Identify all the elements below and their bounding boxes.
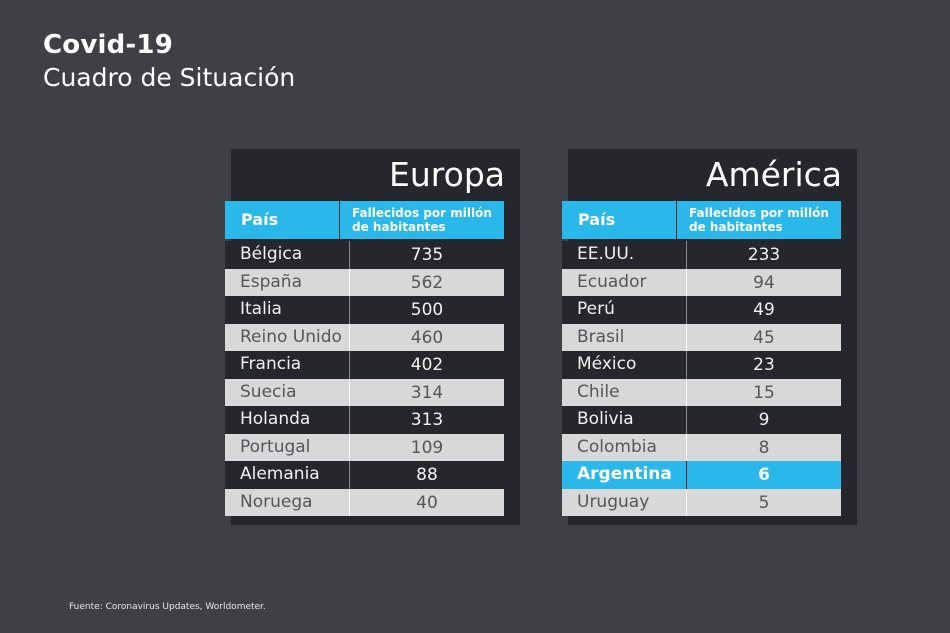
country-cell: Bolivia <box>562 406 687 434</box>
country-cell: Bélgica <box>225 241 350 269</box>
value-cell: 314 <box>410 382 444 403</box>
country-cell: Reino Unido <box>225 323 350 351</box>
europa-table: Europa País Fallecidos por millón de hab… <box>225 149 520 525</box>
value-cell: 45 <box>753 327 775 348</box>
table-row: Chile 15 <box>562 378 841 406</box>
value-cell: 402 <box>410 355 444 375</box>
table-row: Brasil 45 <box>562 323 841 351</box>
america-table: América País Fallecidos por millón de ha… <box>562 149 857 525</box>
country-cell: Noruega <box>225 488 350 516</box>
value-cell: 40 <box>416 492 438 513</box>
europa-rows: Bélgica 735 España 562 Italia 500 Reino Unido 4… <box>225 241 504 516</box>
table-row: Francia 402 <box>225 351 504 379</box>
country-cell: Portugal <box>225 433 350 461</box>
country-cell: Ecuador <box>562 268 687 296</box>
value-cell: 109 <box>410 437 444 458</box>
value-cell: 5 <box>758 492 770 513</box>
value-cell: 735 <box>410 245 444 265</box>
page-title: Covid-19 <box>43 30 173 60</box>
country-cell: Francia <box>225 351 350 379</box>
value-cell: 460 <box>410 327 444 348</box>
table-row: Perú 49 <box>562 296 841 324</box>
value-cell: 94 <box>753 272 775 293</box>
table-row: Argentina 6 <box>562 461 841 489</box>
country-cell: Chile <box>562 378 687 406</box>
country-cell: Colombia <box>562 433 687 461</box>
value-cell: 88 <box>416 465 438 485</box>
value-cell: 9 <box>758 410 770 430</box>
value-cell: 233 <box>747 245 781 265</box>
country-cell: Brasil <box>562 323 687 351</box>
value-cell: 49 <box>753 300 775 320</box>
source-note: Fuente: Coronavirus Updates, Worldometer… <box>69 602 266 612</box>
country-cell: Alemania <box>225 461 350 489</box>
table-row: México 23 <box>562 351 841 379</box>
table-row: Suecia 314 <box>225 378 504 406</box>
value-cell: 313 <box>410 410 444 430</box>
value-cell: 6 <box>758 465 770 485</box>
table-row: Portugal 109 <box>225 433 504 461</box>
table-row: Ecuador 94 <box>562 268 841 296</box>
table-row: Italia 500 <box>225 296 504 324</box>
country-cell: Uruguay <box>562 488 687 516</box>
country-cell: Argentina <box>562 461 687 489</box>
country-cell: España <box>225 268 350 296</box>
table-row: Bolivia 9 <box>562 406 841 434</box>
table-row: Uruguay 5 <box>562 488 841 516</box>
table-row: Holanda 313 <box>225 406 504 434</box>
america-title: América <box>705 155 842 194</box>
europa-title: Europa <box>389 155 505 194</box>
america-col-country: País <box>562 201 677 239</box>
country-cell: Holanda <box>225 406 350 434</box>
country-cell: EE.UU. <box>562 241 687 269</box>
table-row: EE.UU. 233 <box>562 241 841 269</box>
europa-col-country: País <box>225 201 340 239</box>
country-cell: Suecia <box>225 378 350 406</box>
country-cell: Italia <box>225 296 350 324</box>
america-rows: EE.UU. 233 Ecuador 94 Perú 49 Brasil 45 México 23… <box>562 241 841 516</box>
value-cell: 562 <box>410 272 444 293</box>
america-col-value: Fallecidos por millón de habitantes <box>689 206 829 234</box>
table-row: Colombia 8 <box>562 433 841 461</box>
page-subtitle: Cuadro de Situación <box>43 63 296 92</box>
country-cell: México <box>562 351 687 379</box>
table-row: Alemania 88 <box>225 461 504 489</box>
europa-col-value: Fallecidos por millón de habitantes <box>352 206 492 234</box>
table-row: Reino Unido 460 <box>225 323 504 351</box>
value-cell: 15 <box>753 382 775 403</box>
table-row: Noruega 40 <box>225 488 504 516</box>
value-cell: 23 <box>753 355 775 375</box>
country-cell: Perú <box>562 296 687 324</box>
europa-header-row: País Fallecidos por millón de habitantes <box>225 201 504 239</box>
value-cell: 500 <box>410 300 444 320</box>
value-cell: 8 <box>758 437 770 458</box>
america-header-row: País Fallecidos por millón de habitantes <box>562 201 841 239</box>
table-row: Bélgica 735 <box>225 241 504 269</box>
table-row: España 562 <box>225 268 504 296</box>
